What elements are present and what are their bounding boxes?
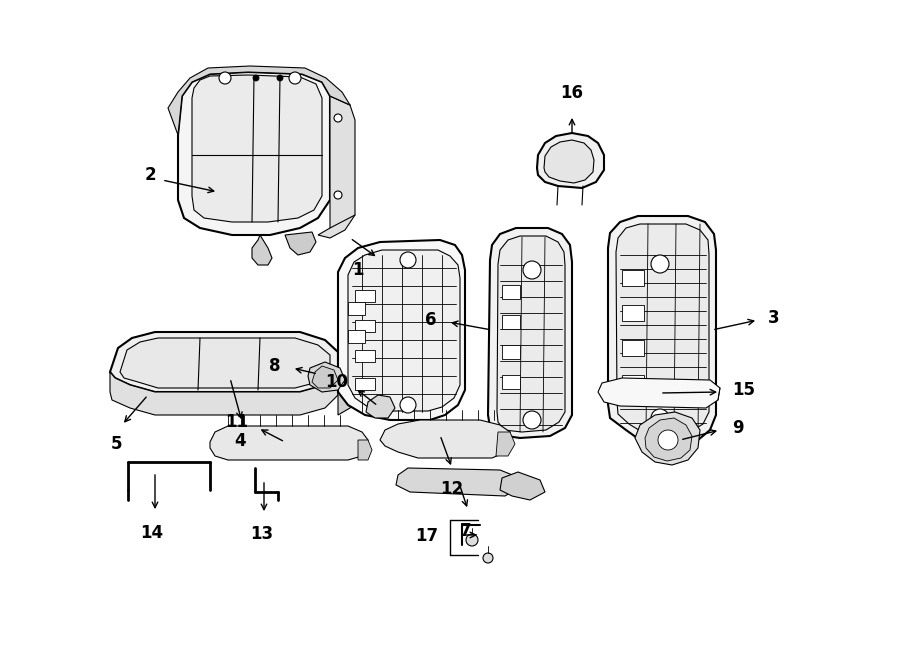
Text: 15: 15: [732, 381, 755, 399]
Polygon shape: [608, 216, 716, 442]
Polygon shape: [210, 426, 368, 460]
Polygon shape: [355, 290, 375, 302]
Polygon shape: [355, 350, 375, 362]
Polygon shape: [285, 232, 316, 255]
Text: 14: 14: [140, 524, 164, 542]
Circle shape: [289, 72, 301, 84]
Polygon shape: [178, 72, 330, 235]
Polygon shape: [502, 315, 520, 329]
Polygon shape: [502, 345, 520, 359]
Polygon shape: [338, 352, 358, 415]
Polygon shape: [338, 240, 465, 420]
Polygon shape: [645, 418, 692, 461]
Polygon shape: [622, 340, 644, 356]
Circle shape: [334, 191, 342, 199]
Polygon shape: [308, 362, 345, 392]
Polygon shape: [120, 338, 330, 388]
Polygon shape: [598, 378, 720, 408]
Text: 5: 5: [110, 435, 122, 453]
Circle shape: [400, 252, 416, 268]
Text: 12: 12: [440, 480, 464, 498]
Polygon shape: [537, 133, 604, 188]
Polygon shape: [358, 440, 372, 460]
Circle shape: [651, 409, 669, 427]
Circle shape: [651, 255, 669, 273]
Polygon shape: [396, 468, 520, 496]
Polygon shape: [355, 320, 375, 332]
Text: 8: 8: [268, 357, 280, 375]
Polygon shape: [380, 420, 512, 458]
Polygon shape: [500, 472, 545, 500]
Polygon shape: [168, 66, 350, 135]
Text: 9: 9: [732, 419, 743, 437]
Circle shape: [219, 72, 231, 84]
Polygon shape: [496, 432, 515, 456]
Polygon shape: [192, 75, 322, 222]
Circle shape: [523, 411, 541, 429]
Text: 4: 4: [234, 432, 246, 450]
Text: 2: 2: [144, 166, 156, 184]
Polygon shape: [616, 224, 709, 434]
Polygon shape: [635, 412, 700, 465]
Polygon shape: [348, 250, 460, 411]
Circle shape: [523, 261, 541, 279]
Polygon shape: [622, 375, 644, 391]
Text: 13: 13: [250, 525, 274, 543]
Text: 10: 10: [325, 373, 348, 391]
Text: 16: 16: [561, 84, 583, 102]
Polygon shape: [348, 330, 365, 343]
Polygon shape: [366, 395, 395, 418]
Text: 3: 3: [768, 309, 779, 327]
Circle shape: [334, 114, 342, 122]
Polygon shape: [318, 96, 355, 238]
Polygon shape: [355, 378, 375, 390]
Circle shape: [277, 75, 283, 81]
Polygon shape: [622, 305, 644, 321]
Text: 1: 1: [352, 261, 364, 279]
Polygon shape: [488, 228, 572, 438]
Text: 11: 11: [225, 413, 248, 431]
Polygon shape: [312, 366, 338, 388]
Polygon shape: [502, 285, 520, 299]
Text: 17: 17: [415, 527, 438, 545]
Circle shape: [483, 553, 493, 563]
Polygon shape: [348, 302, 365, 315]
Polygon shape: [497, 236, 565, 432]
Polygon shape: [502, 375, 520, 389]
Polygon shape: [110, 372, 338, 415]
Circle shape: [658, 430, 678, 450]
Text: 7: 7: [460, 522, 472, 540]
Polygon shape: [110, 332, 338, 392]
Circle shape: [253, 75, 259, 81]
Polygon shape: [544, 140, 594, 183]
Text: 6: 6: [425, 311, 436, 329]
Circle shape: [466, 534, 478, 546]
Circle shape: [400, 397, 416, 413]
Polygon shape: [622, 270, 644, 286]
Polygon shape: [252, 235, 272, 265]
